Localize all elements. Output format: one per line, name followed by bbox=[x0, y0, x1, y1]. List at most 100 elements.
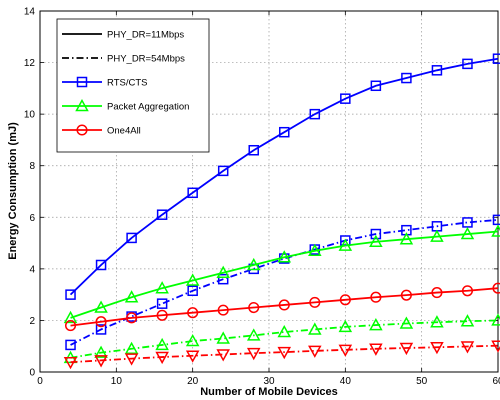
data-point bbox=[338, 344, 353, 357]
data-point bbox=[399, 342, 414, 356]
data-point bbox=[94, 355, 108, 368]
data-point bbox=[460, 226, 475, 240]
data-point bbox=[246, 347, 261, 361]
data-point bbox=[65, 289, 76, 300]
data-point bbox=[248, 144, 259, 156]
data-point bbox=[217, 304, 229, 316]
y-tick-label: 10 bbox=[24, 110, 36, 121]
data-point bbox=[431, 65, 443, 76]
data-point bbox=[187, 307, 199, 319]
axis-ticks: 0 10 20 30 40 50 60 0 2 4 6 8 10 12 14 bbox=[24, 7, 500, 388]
data-point bbox=[309, 108, 321, 120]
data-point bbox=[399, 316, 414, 329]
data-point bbox=[277, 346, 292, 360]
data-point bbox=[65, 339, 76, 351]
y-axis-title: Energy Consumption (mJ) bbox=[7, 122, 19, 260]
data-point bbox=[217, 165, 229, 177]
data-point bbox=[399, 232, 414, 245]
data-point bbox=[94, 300, 108, 313]
data-point bbox=[63, 310, 78, 324]
data-point bbox=[308, 243, 322, 257]
data-point bbox=[431, 287, 443, 299]
legend-item: PHY_DR=54Mbps bbox=[62, 54, 185, 65]
data-point bbox=[277, 250, 292, 263]
data-point bbox=[277, 324, 292, 338]
series-line bbox=[69, 57, 499, 296]
data-point bbox=[339, 294, 351, 306]
data-point bbox=[185, 334, 200, 347]
x-tick-label: 40 bbox=[340, 376, 352, 387]
y-tick-label: 8 bbox=[29, 161, 35, 172]
data-point bbox=[155, 351, 169, 365]
data-point bbox=[461, 285, 474, 297]
data-point bbox=[216, 349, 230, 362]
data-point bbox=[370, 228, 382, 240]
legend-label: One4All bbox=[107, 126, 141, 137]
data-point bbox=[63, 356, 78, 370]
data-point bbox=[216, 265, 230, 278]
series-5 bbox=[63, 340, 500, 370]
y-tick-label: 4 bbox=[29, 264, 35, 275]
data-point bbox=[95, 324, 107, 335]
x-tick-label: 50 bbox=[416, 376, 428, 387]
series-line bbox=[70, 287, 499, 327]
data-point bbox=[369, 318, 383, 331]
series-line bbox=[70, 344, 499, 364]
data-point bbox=[492, 53, 500, 64]
data-point bbox=[401, 72, 412, 84]
legend-marker bbox=[75, 98, 89, 112]
y-tick-label: 6 bbox=[29, 213, 35, 224]
data-point bbox=[64, 320, 77, 332]
data-point bbox=[370, 291, 382, 303]
data-point bbox=[430, 229, 444, 242]
data-point bbox=[460, 314, 475, 327]
data-point bbox=[279, 126, 290, 138]
data-point bbox=[462, 58, 473, 70]
legend: PHY_DR=11Mbps PHY_DR=54Mbps RTS/CTS Packet … bbox=[56, 18, 210, 153]
data-point bbox=[430, 341, 444, 355]
data-point bbox=[491, 340, 500, 353]
data-point bbox=[187, 285, 198, 297]
data-point bbox=[492, 214, 500, 226]
x-tick-label: 0 bbox=[37, 376, 43, 387]
legend-marker bbox=[76, 76, 88, 88]
series-4 bbox=[64, 282, 500, 332]
data-point bbox=[155, 281, 169, 294]
y-tick-label: 0 bbox=[29, 368, 35, 379]
legend-item: Packet Aggregation bbox=[62, 98, 189, 113]
data-point bbox=[340, 93, 351, 104]
legend-label: PHY_DR=11Mbps bbox=[107, 30, 184, 41]
data-point bbox=[95, 259, 107, 271]
legend-marker bbox=[76, 124, 88, 136]
data-point bbox=[369, 343, 383, 356]
data-point bbox=[308, 345, 322, 358]
data-point bbox=[155, 337, 169, 351]
data-point bbox=[370, 80, 382, 92]
y-tick-label: 14 bbox=[24, 7, 36, 18]
data-point bbox=[369, 234, 383, 248]
data-point bbox=[248, 301, 260, 314]
data-point bbox=[156, 309, 168, 321]
data-point bbox=[400, 289, 412, 301]
series-line bbox=[70, 230, 499, 319]
data-point bbox=[491, 313, 500, 326]
data-point bbox=[338, 319, 353, 333]
data-point bbox=[94, 345, 108, 358]
data-point bbox=[309, 296, 321, 308]
data-point bbox=[185, 350, 200, 363]
data-point bbox=[246, 328, 261, 341]
legend-item: PHY_DR=11Mbps bbox=[62, 30, 184, 41]
data-point bbox=[460, 341, 475, 354]
data-point bbox=[491, 224, 500, 237]
series-2 bbox=[63, 224, 500, 324]
x-tick-label: 30 bbox=[263, 376, 275, 387]
x-tick-label: 20 bbox=[187, 376, 199, 387]
data-point bbox=[156, 298, 168, 309]
series-0 bbox=[65, 53, 500, 300]
y-tick-label: 2 bbox=[29, 316, 35, 327]
data-point bbox=[156, 209, 168, 220]
data-point bbox=[430, 315, 444, 328]
data-point bbox=[492, 282, 500, 294]
x-tick-label: 10 bbox=[111, 376, 123, 387]
